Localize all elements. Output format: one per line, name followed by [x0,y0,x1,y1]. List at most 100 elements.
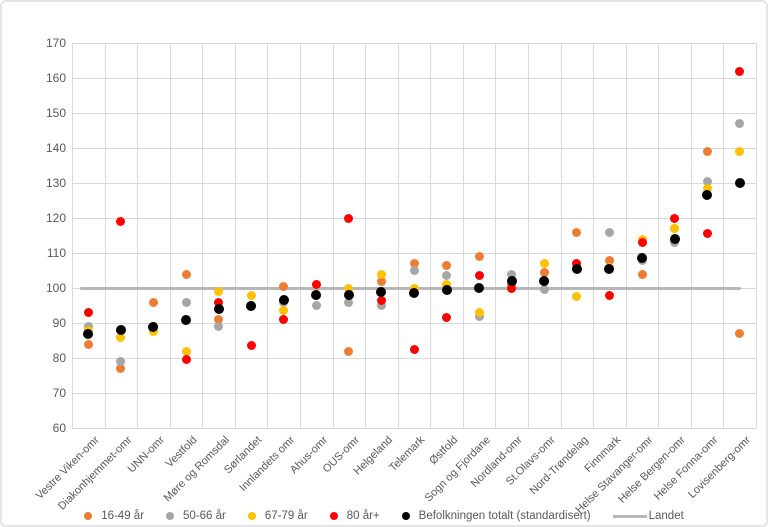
gridline-v [365,43,367,428]
data-point [735,66,745,76]
data-point [442,260,452,270]
data-point [344,297,354,307]
data-point [539,285,549,295]
data-point [409,288,419,299]
gridline-v [104,43,106,428]
data-point [311,290,322,300]
gridline-h [72,358,756,359]
data-point [474,308,484,317]
data-point [604,263,615,274]
gridline-h [72,393,756,394]
data-point [181,269,191,279]
data-point [702,176,712,186]
data-point [116,217,126,226]
y-tick-label: 170 [45,36,66,50]
gridline-v [658,43,660,428]
legend-marker-icon [247,512,256,520]
data-point [148,321,159,332]
data-point [507,283,517,293]
gridline-h [72,183,756,184]
data-point [507,269,517,279]
data-point [637,253,647,264]
gridline-h [72,113,756,114]
data-point [637,238,647,247]
y-tick-label: 90 [52,316,66,330]
data-point [735,147,745,156]
data-point [572,292,582,302]
y-tick-label: 110 [46,246,66,260]
plot-area [72,43,757,429]
data-point [376,276,386,286]
gridline-v [169,43,171,428]
data-point [637,269,647,279]
legend-marker-icon [84,512,93,520]
gridline-v [430,43,432,428]
data-point [539,267,549,277]
data-point [181,355,191,365]
gridline-v [462,43,464,428]
gridline-v [495,43,497,428]
legend-label: Landet [648,510,684,522]
data-point [116,332,126,342]
data-point [116,357,126,366]
data-point [181,314,191,325]
data-point [409,283,419,293]
chart-legend: 16-49 år 50-66 år 67-79 år 80 år+ Befolkning… [2,510,766,522]
data-point [246,341,256,351]
data-point [506,276,517,286]
y-tick-label: 160 [45,71,66,85]
gridline-v [234,43,236,428]
y-tick-label: 80 [52,351,66,365]
data-point [279,315,289,324]
gridline-v [723,43,725,428]
data-point [376,286,387,297]
data-point [213,304,224,314]
data-point [409,266,419,275]
data-point [214,287,224,296]
data-point [735,329,745,338]
y-tick-label: 150 [45,106,66,120]
data-point [442,280,452,289]
data-point [376,301,386,310]
data-point [669,234,680,244]
data-point [702,229,712,239]
legend-item: 50-66 år [166,510,226,522]
data-point [246,290,256,300]
gridline-v [625,43,627,428]
data-point [604,255,614,265]
y-tick-label: 130 [45,176,66,190]
data-point [311,280,321,289]
data-point [474,271,484,281]
data-point [214,322,224,331]
legend-item: 16-49 år [84,510,144,522]
legend-label: 80 år+ [346,510,380,522]
data-point [604,290,614,300]
legend-item: 67-79 år [247,510,308,522]
gridline-v [593,43,595,428]
gridline-v [560,43,562,428]
data-point [344,213,354,223]
data-point [181,297,191,307]
data-point [83,339,93,349]
gridline-h [72,78,756,79]
data-point [409,344,419,354]
gridline-v [332,43,334,428]
data-point [734,178,745,188]
gridline-h [72,148,756,149]
data-point [181,346,191,356]
data-point [214,297,224,307]
data-point [214,315,224,324]
gridline-v [690,43,692,428]
data-point [735,119,745,128]
data-point [278,295,289,306]
y-tick-label: 120 [45,211,66,225]
data-point [441,284,452,295]
gridline-v [756,43,757,428]
data-point [702,190,713,201]
data-point [376,295,386,305]
data-point [442,313,452,323]
data-point [702,183,712,193]
gridline-h [72,218,756,219]
data-point [279,281,289,291]
gridline-h [72,253,756,254]
